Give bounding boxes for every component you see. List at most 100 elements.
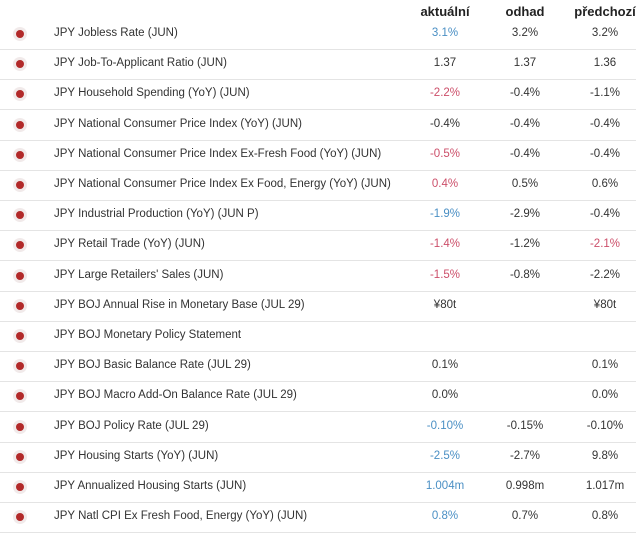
event-row: JPY National Consumer Price Index (YoY) … <box>0 110 636 141</box>
previous-value: 1.017m <box>585 480 625 492</box>
event-row: JPY Housing Starts (YoY) (JUN) -2.5% -2.7%… <box>0 442 636 473</box>
event-name: JPY National Consumer Price Index Ex Foo… <box>54 178 391 190</box>
previous-value: 0.6% <box>591 178 619 190</box>
forecast-value: -2.9% <box>509 208 541 221</box>
impact-dot <box>16 241 24 250</box>
impact-dot <box>16 211 24 220</box>
actual-value: 0.0% <box>431 389 459 402</box>
event-name: JPY Housing Starts (YoY) (JUN) <box>54 449 219 462</box>
event-name: JPY Natl CPI Ex Fresh Food, Energy (YoY)… <box>54 510 308 523</box>
event-row: JPY Job-To-Applicant Ratio (JUN) 1.37 1.37… <box>0 49 636 81</box>
actual-value: -2.2% <box>429 87 461 100</box>
event-row: JPY BOJ Basic Balance Rate (JUL 29) 0.1% 0… <box>0 351 636 383</box>
impact-dot <box>16 181 24 189</box>
previous-value: -0.4% <box>589 147 621 160</box>
forecast-value: 0.7% <box>511 510 539 523</box>
impact-dot <box>16 150 24 159</box>
event-name: JPY National Consumer Price Index Ex-Fre… <box>54 147 382 160</box>
impact-dot <box>16 452 24 461</box>
event-row: JPY Natl CPI Ex Fresh Food, Energy (YoY)… <box>0 502 636 534</box>
impact-dot <box>16 483 24 491</box>
previous-value: -1.1% <box>589 87 621 100</box>
previous-value: 0.8% <box>591 510 619 523</box>
event-name: JPY Retail Trade (YoY) (JUN) <box>54 238 205 251</box>
forecast-value: 0.5% <box>511 178 539 190</box>
forecast-value: -0.15% <box>506 419 544 432</box>
event-row: JPY Industrial Production (YoY) (JUN P) -… <box>0 200 636 232</box>
impact-dot <box>16 120 24 129</box>
actual-value: -1.4% <box>429 238 461 251</box>
forecast-value: 0.998m <box>505 480 545 492</box>
header-actual: aktuální <box>420 4 470 19</box>
event-name: JPY Large Retailers' Sales (JUN) <box>54 268 224 281</box>
event-name: JPY BOJ Policy Rate (JUL 29) <box>54 419 209 432</box>
event-row: JPY BOJ Policy Rate (JUL 29) -0.10% -0.15%… <box>0 412 636 443</box>
event-row: JPY BOJ Macro Add-On Balance Rate (JUL 2… <box>0 381 636 413</box>
impact-dot <box>16 332 24 340</box>
forecast-value: 3.2% <box>511 27 539 39</box>
impact-dot <box>16 392 24 401</box>
event-row: JPY National Consumer Price Index Ex-Fre… <box>0 140 636 171</box>
actual-value: -1.9% <box>429 208 461 221</box>
event-name: JPY BOJ Monetary Policy Statement <box>54 329 242 341</box>
previous-value: -0.4% <box>589 117 621 130</box>
impact-dot <box>16 362 24 371</box>
actual-value: -1.5% <box>429 268 461 281</box>
event-row: JPY BOJ Monetary Policy Statement <box>0 321 636 352</box>
impact-dot <box>16 60 24 69</box>
actual-value: 3.1% <box>431 27 459 39</box>
event-row: JPY Household Spending (YoY) (JUN) -2.2% -… <box>0 79 636 111</box>
event-name: JPY Job-To-Applicant Ratio (JUN) <box>54 57 227 70</box>
event-name: JPY Industrial Production (YoY) (JUN P) <box>54 208 259 221</box>
event-name: JPY Annualized Housing Starts (JUN) <box>54 480 247 492</box>
previous-value: -2.2% <box>589 268 621 281</box>
event-row: JPY Retail Trade (YoY) (JUN) -1.4% -1.2% -2… <box>0 230 636 262</box>
actual-value: 0.1% <box>431 359 459 372</box>
forecast-value: -2.7% <box>509 449 541 462</box>
event-name: JPY Household Spending (YoY) (JUN) <box>54 87 250 100</box>
forecast-value: -0.4% <box>509 117 541 130</box>
previous-value: ¥80t <box>593 298 617 311</box>
header-previous: předchozí <box>574 4 636 19</box>
forecast-value: -1.2% <box>509 238 541 251</box>
actual-value: 0.4% <box>431 178 459 190</box>
actual-value: -0.5% <box>429 147 461 160</box>
event-name: JPY BOJ Annual Rise in Monetary Base (JU… <box>54 298 305 311</box>
actual-value: ¥80t <box>433 298 457 311</box>
previous-value: 3.2% <box>591 27 619 39</box>
forecast-value: -0.8% <box>509 268 541 281</box>
actual-value: -0.4% <box>429 117 461 130</box>
actual-value: 0.8% <box>431 510 459 523</box>
impact-dot <box>16 422 24 431</box>
impact-dot <box>16 90 24 99</box>
event-row: JPY BOJ Annual Rise in Monetary Base (JU… <box>0 291 636 322</box>
previous-value: 1.36 <box>593 57 617 70</box>
impact-dot <box>16 271 24 280</box>
impact-dot <box>16 30 24 38</box>
previous-value: 0.0% <box>591 389 619 402</box>
previous-value: 0.1% <box>591 359 619 372</box>
event-name: JPY Jobless Rate (JUN) <box>54 27 178 39</box>
previous-value: -0.4% <box>589 208 621 221</box>
previous-value: -2.1% <box>589 238 621 251</box>
actual-value: 1.37 <box>433 57 457 70</box>
event-name: JPY National Consumer Price Index (YoY) … <box>54 117 302 130</box>
previous-value: -0.10% <box>586 419 624 432</box>
event-row: JPY Jobless Rate (JUN) 3.1% 3.2% 3.2% <box>0 19 636 50</box>
forecast-value: -0.4% <box>509 147 541 160</box>
header-forecast: odhad <box>505 4 545 19</box>
forecast-value: -0.4% <box>509 87 541 100</box>
forecast-value: 1.37 <box>513 57 537 70</box>
event-row: JPY Annualized Housing Starts (JUN) 1.004… <box>0 472 636 503</box>
event-row: JPY National Consumer Price Index Ex Foo… <box>0 170 636 201</box>
event-row: JPY Large Retailers' Sales (JUN) -1.5% -0.… <box>0 261 636 292</box>
event-name: JPY BOJ Basic Balance Rate (JUL 29) <box>54 359 251 372</box>
actual-value: -0.10% <box>426 419 464 432</box>
actual-value: 1.004m <box>425 480 465 492</box>
impact-dot <box>16 513 24 522</box>
impact-dot <box>16 301 24 310</box>
event-name: JPY BOJ Macro Add-On Balance Rate (JUL 2… <box>54 389 297 402</box>
previous-value: 9.8% <box>591 449 619 462</box>
actual-value: -2.5% <box>429 449 461 462</box>
